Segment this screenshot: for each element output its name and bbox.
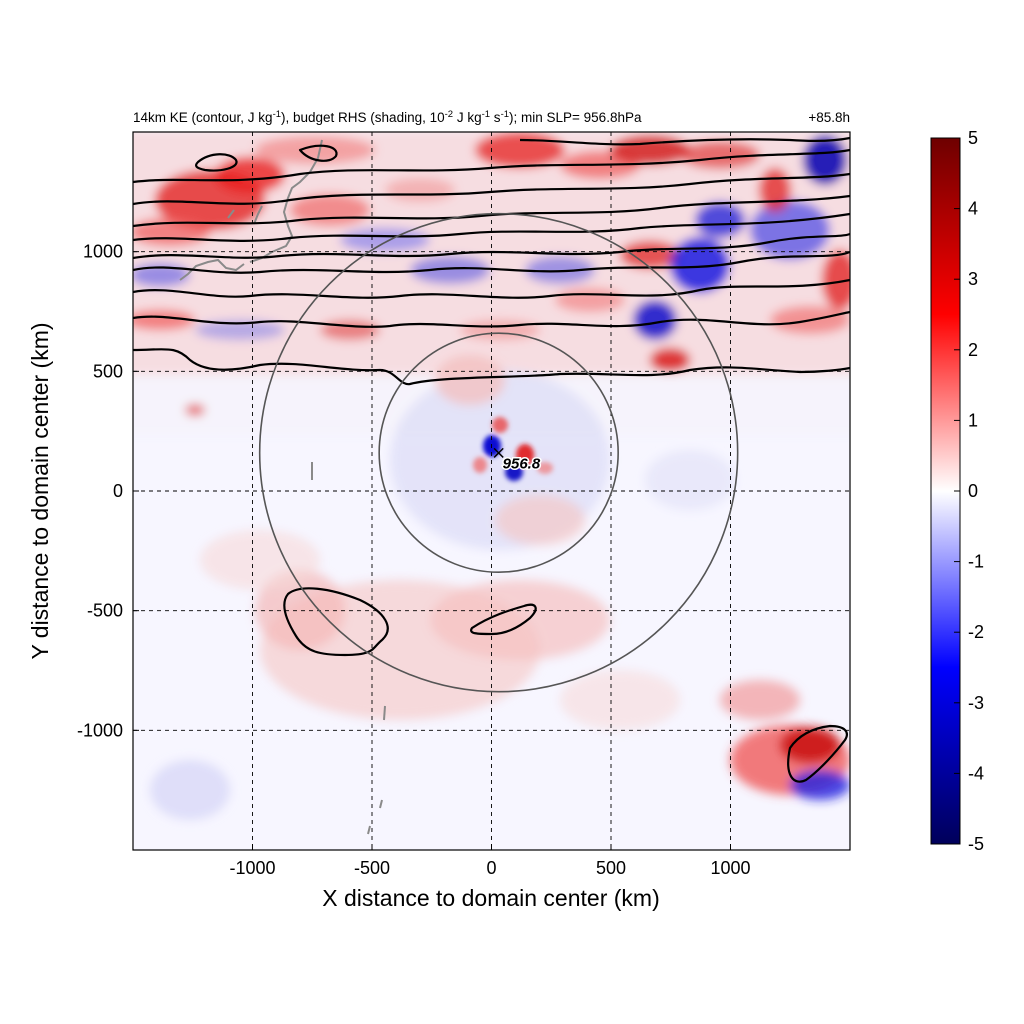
y-tick-label: -500 — [87, 601, 123, 621]
colorbar-tick-label: 2 — [968, 340, 978, 360]
colorbar-tick-label: -5 — [968, 834, 984, 854]
colorbar-tick-label: -2 — [968, 622, 984, 642]
y-tick-label: 0 — [113, 481, 123, 501]
colorbar-tick-label: -3 — [968, 693, 984, 713]
colorbar-tick-label: -4 — [968, 763, 984, 783]
plot-area: ×956.8 — [132, 131, 851, 851]
y-tick-label: -1000 — [77, 720, 123, 740]
colorbar-tick-label: 0 — [968, 481, 978, 501]
colorbar-tick-label: 1 — [968, 410, 978, 430]
storm-center: ×956.8 — [491, 443, 542, 475]
storm-center-marker: × — [491, 443, 506, 464]
radius-ring — [378, 332, 619, 574]
y-tick-label: 1000 — [83, 242, 123, 262]
chart-title: 14km KE (contour, J kg-1), budget RHS (s… — [133, 109, 642, 125]
x-tick-label: -500 — [354, 858, 390, 878]
x-tick-label: 1000 — [710, 858, 750, 878]
x-tick-label: 500 — [596, 858, 626, 878]
colorbar-tick-label: 3 — [968, 269, 978, 289]
radius-rings — [258, 212, 739, 693]
colorbar: 5 4 3 2 1 0 -1 -2 -3 -4 -5 — [930, 128, 984, 854]
x-axis-label: X distance to domain center (km) — [322, 885, 659, 911]
y-tick-label: 500 — [93, 361, 123, 381]
min-slp-label: 956.8 — [503, 456, 541, 473]
x-tick-label: 0 — [486, 858, 496, 878]
colorbar-tick-label: 5 — [968, 128, 978, 148]
y-axis: -1000 -500 0 500 1000 — [77, 242, 139, 740]
radius-ring — [258, 212, 739, 693]
x-tick-label: -1000 — [229, 858, 275, 878]
x-axis: -1000 -500 0 500 1000 — [229, 844, 751, 878]
forecast-hour-label: +85.8h — [808, 110, 850, 125]
ke-contours — [133, 136, 850, 783]
y-axis-label: Y distance to domain center (km) — [27, 322, 53, 659]
colorbar-tick-label: -1 — [968, 552, 984, 572]
colorbar-tick-label: 4 — [968, 199, 978, 219]
